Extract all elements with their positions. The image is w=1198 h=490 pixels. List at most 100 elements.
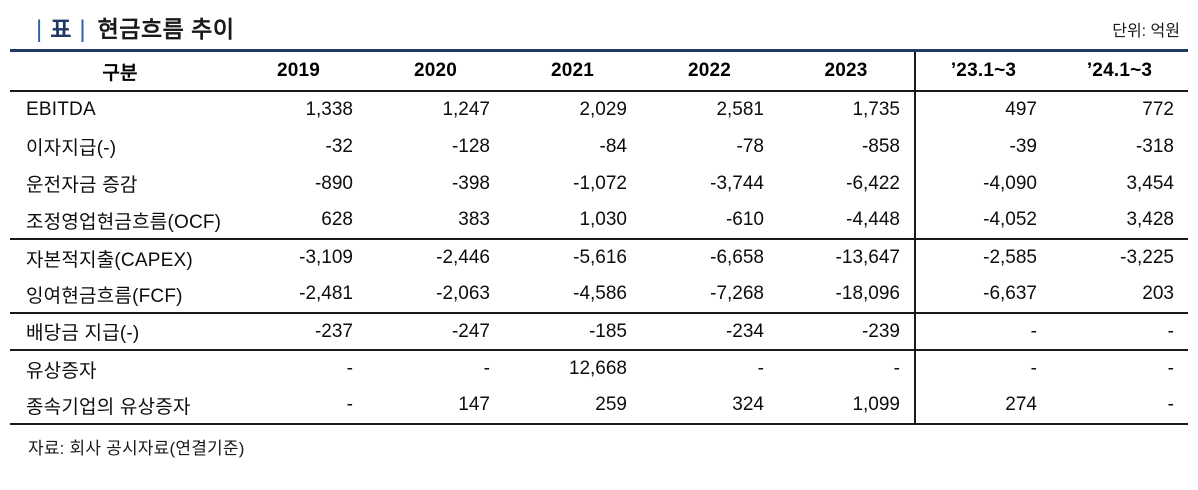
cell-value: 1,247 [442,99,490,120]
table-row: 이자지급(-) -32 -128 -84 -78 -858 -39 -318 [10,128,1188,165]
cell-value: -18,096 [778,276,915,314]
cell-value: -1,072 [573,172,627,194]
cell-value: -3,225 [1120,247,1174,268]
cell-value: -3,744 [710,172,764,194]
cell-value: - [1051,313,1188,351]
table-row: 운전자금 증감 -890 -398 -1,072 -3,744 -6,422 -4,090 3… [10,165,1188,202]
row-label: EBITDA [26,99,96,120]
unit-label: 단위: 억원 [1112,23,1180,40]
header-cell-7: ’24.1~3 [1051,52,1188,92]
cell-value: -890 [314,172,353,194]
cell-value: -4,586 [504,276,641,314]
header-row: 구분 2019 2020 2021 2022 2023’23.1~3’24.1~3 [10,52,1188,92]
source-note: 자료: 회사 공시자료(연결기준) [28,439,245,458]
cell-value: - [230,387,367,425]
table-row: 배당금 지급(-) -237 -247 -185 -234 -239- - [10,313,1188,351]
cell-value: 3,428 [1051,202,1188,240]
cell-value: 2,029 [579,99,627,120]
table-row: 유상증자 - -12,668- - - - [10,350,1188,387]
cell-value: -7,268 [641,276,778,314]
row-label: 배당금 지급(-) [10,313,230,351]
table-title: | 표 | 현금흐름 추이 [28,18,235,42]
cell-value: 1,338 [305,99,353,120]
cell-value: -398 [451,172,490,194]
cell-value: 628 [230,202,367,240]
title-bar: | 표 | 현금흐름 추이 단위: 억원 [10,0,1188,49]
cell-value: -3,109 [299,247,353,268]
header-cell-3: 2021 [504,52,641,92]
cell-value: -2,063 [367,276,504,314]
cell-value: - [1051,387,1188,425]
table-row: EBITDA 1,338 1,247 2,029 2,581 1,735 497 772 [10,91,1188,128]
row-label: 조정영업현금흐름(OCF) [10,202,230,240]
table-row: 잉여현금흐름(FCF) -2,481 -2,063 -4,586 -7,268 -18,0… [10,276,1188,314]
cell-value: -78 [736,135,764,157]
cell-value: - [893,358,900,379]
table-row: 조정영업현금흐름(OCF) 628 383 1,030 -610 -4,448 -4,052… [10,202,1188,240]
header-cell-gubun: 구분 [10,52,230,92]
cell-value: -6,658 [710,247,764,268]
cell-value: 259 [504,387,641,425]
page-title: 현금흐름 추이 [97,16,235,42]
cell-value: -185 [504,313,641,351]
table-header: 구분 2019 2020 2021 2022 2023’23.1~3’24.1~3 [10,52,1188,92]
cell-value: 1,099 [778,387,915,425]
row-label: 잉여현금흐름(FCF) [10,276,230,314]
cell-value: 497 [914,91,1051,128]
row-label: 운전자금 증감 [26,175,138,196]
cell-value: - [483,358,490,379]
cell-value: -128 [451,135,490,157]
header-cell-5: 2023 [778,52,915,92]
cell-value: -13,647 [835,247,900,268]
cell-value: 203 [1051,276,1188,314]
cell-value: 274 [914,387,1051,425]
cell-value: -247 [367,313,504,351]
cell-value: - [914,350,1051,387]
cell-value: 147 [367,387,504,425]
title-tag: 표 [50,16,72,42]
cell-value: -2,446 [436,247,490,268]
cell-value: - [346,358,353,379]
cell-value: -84 [599,135,627,157]
header-cell-6: ’23.1~3 [914,52,1051,92]
table-body: EBITDA 1,338 1,247 2,029 2,581 1,735 497 772 이자지… [10,91,1188,425]
cell-value: -5,616 [573,247,627,268]
cell-value: -318 [1135,135,1174,157]
title-left-bar-icon: | [36,16,43,43]
cell-value: - [914,313,1051,351]
cell-value: -6,422 [846,172,900,194]
row-label: 자본적지출(CAPEX) [26,249,193,271]
cell-value: 2,581 [716,99,764,120]
cell-value: 3,454 [1126,172,1174,194]
cell-value: -32 [325,135,353,157]
cell-value: -2,585 [914,239,1051,276]
cell-value: -2,481 [230,276,367,314]
cell-value: 1,030 [504,202,641,240]
cell-value: - [1167,358,1174,379]
cell-value: 324 [641,387,778,425]
cell-value: -858 [861,135,900,157]
cell-value: - [757,358,764,379]
cell-value: 1,735 [852,99,900,120]
header-cell-2: 2020 [367,52,504,92]
header-cell-1: 2019 [230,52,367,92]
cell-value: -234 [641,313,778,351]
cell-value: 772 [1142,99,1174,120]
cell-value: -4,448 [778,202,915,240]
cell-value: -4,090 [914,165,1051,202]
cell-value: -39 [914,128,1051,165]
header-cell-4: 2022 [641,52,778,92]
table-row: 자본적지출(CAPEX) -3,109 -2,446 -5,616 -6,658 -13,… [10,239,1188,276]
cell-value: 383 [367,202,504,240]
cell-value: -239 [778,313,915,351]
table-row: 종속기업의 유상증자 -147 259 324 1,099 274- [10,387,1188,425]
row-label: 종속기업의 유상증자 [10,387,230,425]
cell-value: 12,668 [568,358,627,379]
title-right-bar-icon: | [79,16,86,43]
cell-value: -6,637 [914,276,1051,314]
title-divider-rule [10,49,1188,52]
row-label: 유상증자 [26,360,97,382]
cell-value: -237 [230,313,367,351]
cell-value: -4,052 [914,202,1051,240]
